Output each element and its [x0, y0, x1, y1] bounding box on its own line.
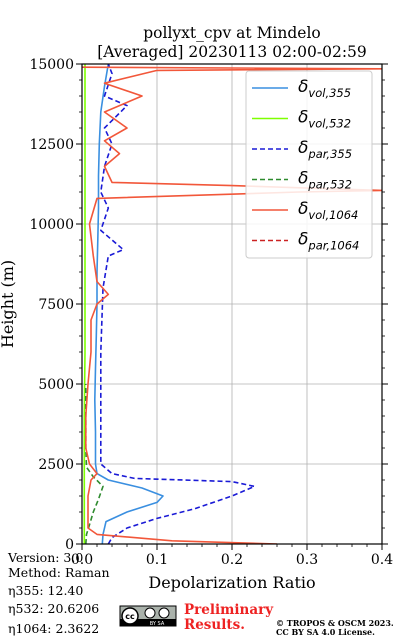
- eta532-text: η532: 20.6206: [8, 601, 99, 616]
- y-tick-label: 10000: [29, 217, 74, 233]
- license-text: CC BY SA 4.0 License.: [276, 627, 375, 637]
- y-axis-label: Height (m): [0, 260, 17, 348]
- legend-label-5: δpar,1064: [298, 230, 359, 253]
- y-tick-label: 0: [65, 537, 74, 553]
- legend: δvol,355 δvol,532 δpar,355 δpar,532 δvol,106…: [245, 70, 373, 259]
- cc-logo-band: [120, 619, 176, 626]
- x-axis-label: Depolarization Ratio: [148, 573, 315, 592]
- copyright-text: © TROPOS & OSCM 2023.: [276, 618, 394, 628]
- method-text: Method: Raman: [8, 565, 110, 580]
- y-tick-label: 12500: [29, 137, 74, 153]
- y-tick-label: 7500: [38, 297, 74, 313]
- by-icon: [144, 607, 156, 619]
- series-line-1: [83, 64, 86, 544]
- plot-frame: [81, 63, 383, 545]
- cc-icon-text: cc: [125, 612, 135, 621]
- x-tick-label: 0.2: [221, 552, 243, 568]
- axis-ticks: 0.0 0.1 0.2 0.3 0.4 0 2500 5000 7500 10000 12500 15…: [29, 57, 393, 568]
- legend-label-0: δvol,355: [298, 77, 351, 100]
- legend-label-1: δvol,532: [298, 108, 351, 131]
- version-text: Version: 3.0: [7, 550, 83, 565]
- y-tick-label: 15000: [29, 57, 74, 73]
- plot-area: [82, 64, 382, 544]
- eta1064-text: η1064: 2.3622: [8, 621, 99, 636]
- series-line-4: [82, 66, 382, 544]
- series-line-0: [94, 64, 164, 544]
- chart-subtitle: [Averaged] 20230113 02:00-02:59: [97, 43, 367, 61]
- cc-icon: [121, 607, 139, 625]
- x-tick-label: 0.4: [371, 552, 393, 568]
- cc-by-sa-text: BY SA: [150, 621, 165, 627]
- chart-title: pollyxt_cpv at Mindelo: [143, 24, 321, 42]
- legend-label-4: δvol,1064: [298, 199, 358, 222]
- y-tick-label: 5000: [38, 377, 74, 393]
- cc-license-logo: cc BY SA: [119, 605, 177, 627]
- x-tick-label: 0.3: [296, 552, 318, 568]
- y-tick-label: 2500: [38, 457, 74, 473]
- legend-label-2: δpar,355: [298, 138, 352, 161]
- series-line-2: [100, 64, 256, 544]
- x-tick-label: 0.1: [146, 552, 168, 568]
- x-tick-label: 0.0: [71, 552, 93, 568]
- results-text: Results.: [184, 617, 245, 633]
- eta355-text: η355: 12.40: [8, 583, 83, 598]
- legend-label-3: δpar,532: [298, 169, 352, 192]
- sa-icon: [158, 607, 170, 619]
- preliminary-text: Preliminary: [184, 602, 274, 618]
- info-block: Version: 3.0 Method: Raman η355: 12.40 η…: [7, 550, 110, 636]
